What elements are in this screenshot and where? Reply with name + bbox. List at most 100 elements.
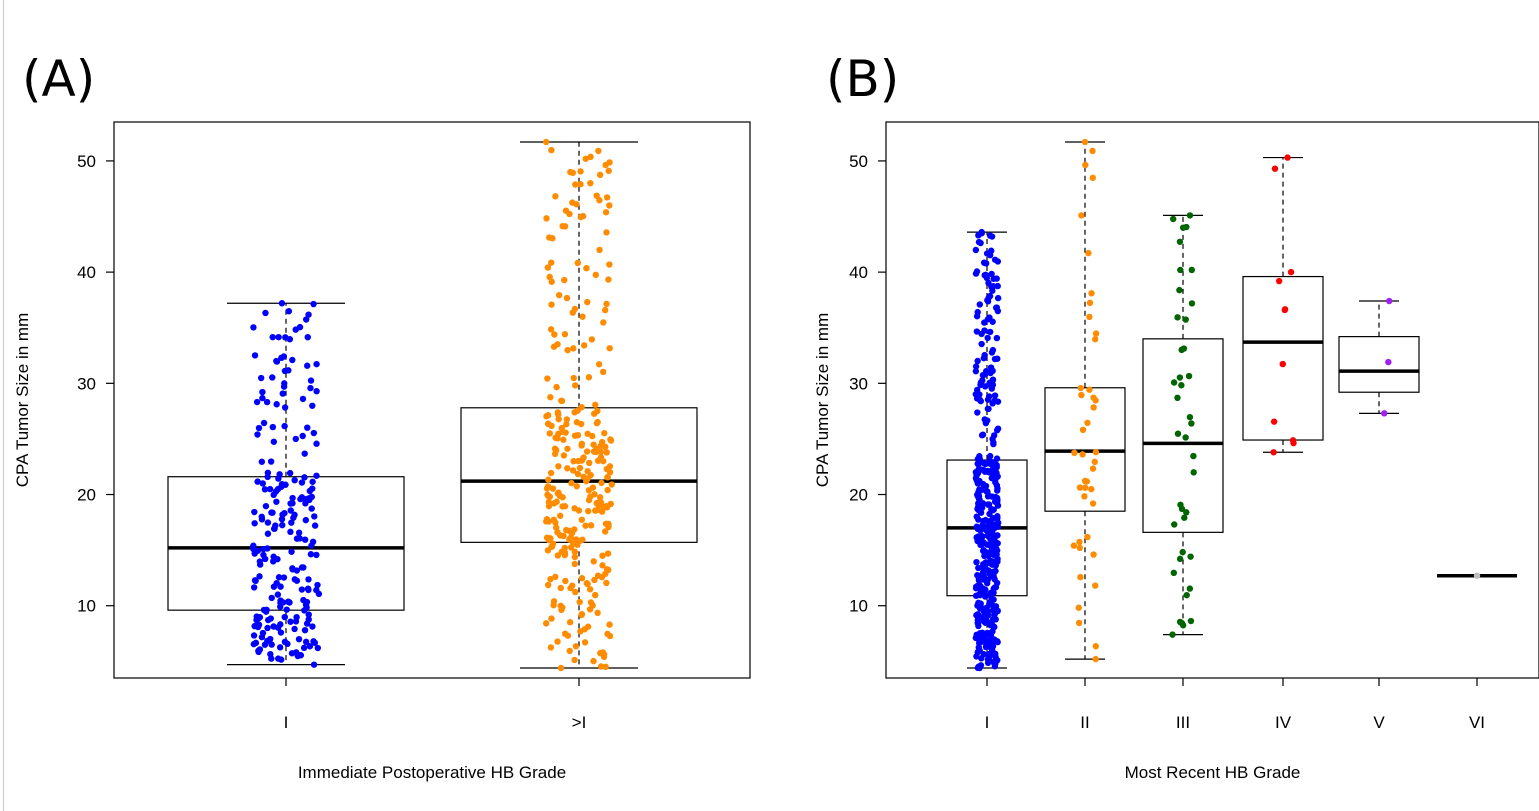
box-I: I: [167, 300, 405, 732]
data-point: [981, 327, 988, 334]
data-point: [993, 455, 1001, 462]
data-point: [1082, 161, 1089, 169]
data-point: [289, 565, 296, 572]
data-point: [567, 584, 574, 592]
data-point: [980, 617, 987, 625]
data-point: [975, 492, 983, 499]
data-point: [545, 498, 553, 506]
data-point: [1170, 379, 1178, 386]
data-point: [1279, 360, 1286, 368]
data-point: [973, 513, 980, 520]
data-point: [590, 558, 597, 565]
data-points: [542, 138, 615, 672]
data-point: [587, 179, 594, 187]
data-point: [555, 291, 563, 299]
data-point: [975, 663, 982, 670]
data-point: [994, 496, 1001, 504]
data-point: [563, 416, 571, 423]
data-point: [983, 579, 991, 587]
data-point: [1085, 249, 1092, 257]
data-point: [1086, 299, 1094, 307]
data-point: [279, 390, 286, 397]
data-point: [1078, 391, 1085, 399]
data-point: [983, 274, 991, 282]
data-point: [597, 502, 605, 509]
data-point: [1186, 413, 1194, 421]
data-point: [564, 445, 571, 452]
data-point: [1473, 572, 1481, 579]
data-point: [258, 458, 266, 465]
data-point: [992, 540, 999, 548]
data-point: [576, 464, 584, 472]
data-point: [270, 623, 277, 630]
data-point: [603, 194, 611, 201]
data-point: [1169, 215, 1177, 223]
data-point: [301, 536, 309, 543]
data-point: [548, 301, 555, 308]
data-point: [984, 298, 992, 305]
data-point: [555, 489, 562, 496]
data-point: [545, 492, 552, 500]
data-point: [305, 576, 312, 583]
data-point: [255, 647, 262, 655]
data-point: [576, 598, 583, 606]
data-point: [314, 581, 321, 589]
data-point: [1190, 469, 1197, 476]
data-point: [986, 452, 994, 460]
data-point: [987, 460, 995, 468]
data-point: [561, 223, 569, 230]
data-point: [307, 377, 315, 384]
data-point: [260, 606, 268, 614]
data-point: [974, 460, 981, 467]
data-point: [264, 530, 272, 537]
data-point: [1092, 336, 1099, 343]
data-point: [984, 316, 992, 323]
data-point: [973, 313, 981, 320]
data-point: [561, 630, 569, 637]
data-point: [982, 586, 989, 593]
data-point: [1284, 154, 1291, 161]
data-point: [572, 181, 579, 188]
data-point: [1077, 573, 1084, 581]
data-point: [1183, 591, 1190, 599]
x-tick-label: IV: [1275, 713, 1292, 732]
data-point: [569, 467, 577, 474]
data-point: [979, 569, 987, 576]
data-point: [313, 472, 320, 479]
data-point: [597, 663, 605, 670]
data-point: [549, 235, 556, 242]
data-point: [280, 383, 288, 390]
data-point: [281, 422, 288, 430]
data-point: [544, 375, 551, 382]
data-point: [989, 367, 996, 375]
data-point: [561, 549, 569, 557]
data-points: [972, 228, 1002, 672]
data-point: [1180, 345, 1188, 352]
data-point: [589, 432, 596, 440]
data-points: [1381, 297, 1393, 417]
data-point: [1176, 374, 1184, 381]
data-point: [607, 500, 615, 508]
data-point: [601, 306, 609, 314]
data-point: [567, 534, 574, 541]
data-point: [566, 527, 573, 535]
data-point: [982, 419, 990, 427]
data-point: [280, 353, 288, 360]
data-point: [988, 247, 995, 254]
data-point: [1186, 585, 1194, 592]
data-point: [313, 388, 320, 395]
data-point: [591, 491, 598, 498]
data-point: [602, 663, 609, 671]
data-point: [566, 647, 573, 655]
data-point: [1171, 521, 1178, 528]
data-point: [262, 309, 269, 317]
data-point: [555, 415, 562, 423]
box-VI: VI: [1437, 572, 1517, 732]
data-point: [282, 481, 289, 488]
data-point: [602, 161, 609, 169]
data-point: [982, 460, 989, 468]
data-point: [553, 524, 560, 531]
data-point: [313, 551, 320, 559]
data-point: [292, 435, 299, 443]
data-point: [277, 656, 285, 663]
